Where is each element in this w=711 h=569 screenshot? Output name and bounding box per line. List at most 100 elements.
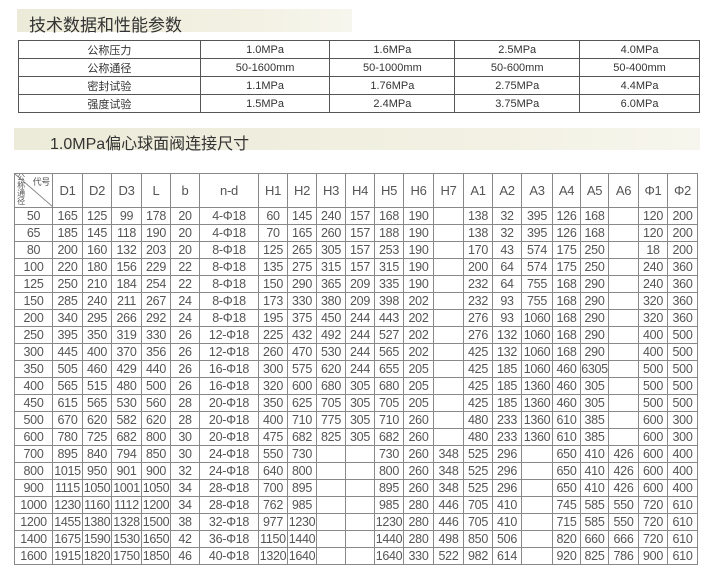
- table-cell: [608, 343, 639, 361]
- table-cell: 450: [316, 309, 346, 327]
- table-cell: 156: [111, 258, 142, 276]
- table-cell: 260: [403, 445, 434, 463]
- table-cell: 265: [287, 241, 317, 259]
- table-cell: [608, 275, 639, 293]
- nominal-diameter-cell: 50: [14, 207, 53, 225]
- table-cell: 305: [316, 241, 346, 259]
- table-cell: 70: [258, 224, 288, 242]
- section-title-bar-specs: 技术数据和性能参数: [17, 9, 352, 35]
- table-row: 65 185 145 118 190 20 4-Φ18 70 165 260 157 188 190 13…: [14, 224, 698, 242]
- table-cell: 28-Φ18: [199, 479, 259, 497]
- table-cell: 300: [258, 360, 288, 378]
- table-cell: 202: [403, 343, 434, 361]
- column-header: b: [170, 173, 200, 208]
- table-cell: 64: [492, 275, 522, 293]
- table-cell: 730: [374, 445, 404, 463]
- table-cell: 32: [170, 462, 200, 480]
- table-cell: 26: [170, 343, 200, 361]
- table-cell: 8-Φ18: [199, 275, 259, 293]
- spec-value: 2.75MPa: [454, 76, 581, 95]
- nominal-diameter-cell: 1600: [14, 547, 53, 565]
- table-cell: 650: [552, 462, 581, 480]
- table-cell: 145: [287, 207, 317, 225]
- table-cell: 1320: [258, 547, 288, 565]
- table-cell: 500: [141, 377, 171, 395]
- nominal-diameter-cell: 1000: [14, 496, 53, 514]
- table-cell: 610: [552, 411, 581, 429]
- table-cell: 365: [316, 275, 346, 293]
- table-cell: 1328: [111, 513, 142, 531]
- nominal-diameter-cell: 1400: [14, 530, 53, 548]
- table-cell: [433, 428, 464, 446]
- table-cell: 985: [374, 496, 404, 514]
- table-cell: 730: [287, 445, 317, 463]
- table-cell: 550: [608, 496, 639, 514]
- table-cell: 670: [52, 411, 83, 429]
- table-cell: 203: [141, 241, 171, 259]
- spec-value: 50-1000mm: [329, 58, 456, 77]
- table-cell: 205: [403, 360, 434, 378]
- table-cell: 1360: [521, 377, 553, 395]
- table-cell: 40-Φ18: [199, 547, 259, 565]
- table-cell: 60: [258, 207, 288, 225]
- spec-label: 公称通径: [18, 58, 201, 77]
- table-cell: 614: [492, 547, 522, 565]
- table-row: 1000 1230 1160 1112 1200 34 28-Φ18 762 985 985 280…: [14, 496, 698, 514]
- spec-value: 1.6MPa: [329, 40, 456, 59]
- table-cell: 660: [580, 530, 609, 548]
- table-cell: 425: [463, 394, 493, 412]
- table-cell: 755: [521, 292, 553, 310]
- table-cell: 210: [82, 275, 112, 293]
- table-cell: 500: [667, 377, 698, 395]
- table-cell: 168: [552, 309, 581, 327]
- table-cell: 525: [463, 462, 493, 480]
- table-cell: 522: [433, 547, 464, 565]
- table-cell: 615: [52, 394, 83, 412]
- table-cell: 275: [287, 258, 317, 276]
- table-cell: [433, 258, 464, 276]
- column-header: A2: [492, 173, 522, 208]
- spec-value: 4.4MPa: [579, 76, 700, 95]
- column-header: A3: [521, 173, 553, 208]
- table-cell: 250: [580, 258, 609, 276]
- table-cell: 168: [580, 207, 609, 225]
- spec-row: 公称压力 1.0MPa 1.6MPa 2.5MPa 4.0MPa: [18, 40, 700, 59]
- table-cell: 220: [52, 258, 83, 276]
- table-cell: 550: [608, 513, 639, 531]
- table-cell: 202: [403, 326, 434, 344]
- table-cell: 290: [580, 343, 609, 361]
- table-cell: 480: [463, 411, 493, 429]
- table-cell: [521, 445, 553, 463]
- table-cell: 1455: [52, 513, 83, 531]
- table-row: 200 340 295 266 292 24 8-Φ18 195 375 450 244 443 202…: [14, 309, 698, 327]
- table-cell: [433, 343, 464, 361]
- table-cell: 1015: [52, 462, 83, 480]
- table-cell: 682: [287, 428, 317, 446]
- table-cell: 426: [608, 445, 639, 463]
- table-cell: 762: [258, 496, 288, 514]
- spec-table: 公称压力 1.0MPa 1.6MPa 2.5MPa 4.0MPa 公称通径 50-1600m…: [18, 40, 700, 113]
- table-cell: 330: [287, 292, 317, 310]
- table-cell: 1750: [111, 547, 142, 565]
- table-cell: [433, 275, 464, 293]
- table-cell: 280: [403, 496, 434, 514]
- column-header: A1: [463, 173, 493, 208]
- table-cell: 356: [141, 343, 171, 361]
- table-cell: 260: [316, 224, 346, 242]
- spec-value: 50-400mm: [579, 58, 700, 77]
- table-cell: 99: [111, 207, 142, 225]
- nominal-diameter-cell: 250: [14, 326, 53, 344]
- table-cell: 530: [111, 394, 142, 412]
- table-row: 300 445 400 370 356 26 12-Φ18 260 470 530 244 565 20…: [14, 343, 698, 361]
- table-cell: 565: [374, 343, 404, 361]
- table-cell: 682: [374, 428, 404, 446]
- table-cell: 16-Φ18: [199, 360, 259, 378]
- spec-row: 密封试验 1.1MPa 1.76MPa 2.75MPa 4.4MPa: [18, 76, 700, 95]
- corner-label-diameter: 公称通径: [17, 173, 25, 206]
- table-cell: 680: [374, 377, 404, 395]
- table-cell: 175: [552, 241, 581, 259]
- column-header: D3: [111, 173, 142, 208]
- table-cell: 1360: [521, 428, 553, 446]
- table-cell: 410: [580, 479, 609, 497]
